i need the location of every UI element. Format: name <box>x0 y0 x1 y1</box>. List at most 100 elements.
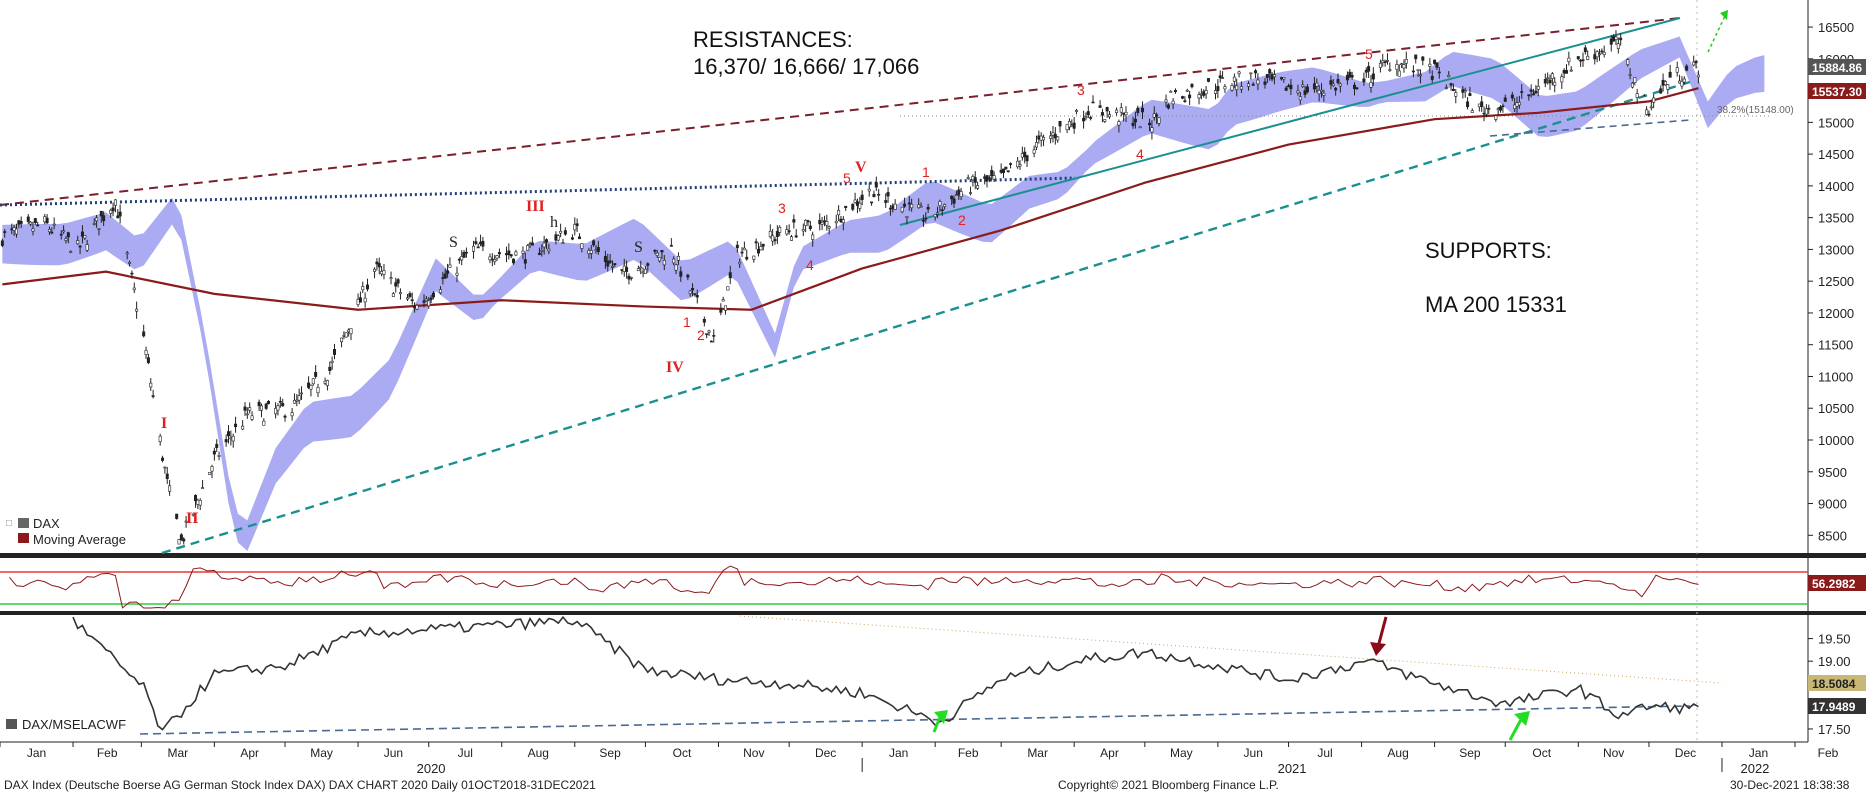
candle-body <box>1397 70 1401 77</box>
candle-body <box>867 188 871 192</box>
candle-body <box>344 332 348 338</box>
candle-body <box>1503 97 1507 102</box>
dax-candles <box>0 30 1700 545</box>
candle-body <box>1581 59 1585 62</box>
candle-body <box>806 220 810 223</box>
candle-body <box>740 251 744 254</box>
y-tick-label: 10000 <box>1818 433 1854 448</box>
shoulder-label-right: S <box>634 239 643 256</box>
candle-body <box>1364 69 1368 73</box>
candle-body <box>1199 93 1203 96</box>
candle-body <box>1124 111 1128 116</box>
panel-divider-2[interactable] <box>0 611 1866 615</box>
candle-body <box>662 260 666 266</box>
candle-body <box>1091 101 1095 104</box>
candle-body <box>1070 124 1074 127</box>
candle-body <box>976 185 980 189</box>
neckline-dashed <box>1489 119 1691 137</box>
candle-body <box>752 255 756 260</box>
candle-body <box>1463 90 1467 93</box>
candle-body <box>179 534 183 541</box>
candle-body <box>1562 70 1566 74</box>
x-month-label: Mar <box>168 746 189 760</box>
candle-body <box>695 294 699 298</box>
candle-body <box>408 293 412 297</box>
x-month-label: May <box>1170 746 1193 760</box>
candle-body <box>1454 92 1458 97</box>
horizontal-resistance-line <box>0 176 1076 207</box>
candle-body <box>1652 97 1656 103</box>
wave-label-5a: 5 <box>843 170 851 186</box>
candle-body <box>917 204 921 208</box>
cloud-area <box>2 36 1765 552</box>
candle-body <box>1056 136 1060 141</box>
candle-body <box>394 282 398 287</box>
candle-body <box>33 218 37 224</box>
candle-body <box>161 457 165 461</box>
candle-body <box>1155 114 1159 117</box>
candle-body <box>1032 149 1036 154</box>
candle-body <box>1075 110 1079 112</box>
candle-body <box>1496 108 1500 111</box>
candle-body <box>839 218 843 223</box>
candle-body <box>281 402 285 407</box>
candle-body <box>834 220 838 224</box>
candle-body <box>349 328 353 335</box>
wave-label-2b: 2 <box>958 212 966 228</box>
legend-collapse-icon[interactable]: □ <box>6 518 12 529</box>
candle-body <box>1548 79 1552 84</box>
candle-body <box>300 392 304 395</box>
candle-body <box>1663 81 1667 86</box>
candle-body <box>1004 166 1008 170</box>
candle-body <box>629 276 633 279</box>
candle-body <box>358 297 362 303</box>
candle-body <box>643 268 647 274</box>
candle-body <box>860 194 864 200</box>
candle-body <box>1661 79 1665 86</box>
candle-body <box>481 240 485 247</box>
y-tick-label: 11500 <box>1818 338 1853 353</box>
candle-body <box>1515 102 1519 107</box>
x-month-label: Nov <box>1603 746 1624 760</box>
candle-body <box>855 201 859 206</box>
candle-body <box>1421 56 1425 61</box>
candle-body <box>771 235 775 242</box>
candle-body <box>361 286 365 291</box>
candle-body <box>102 215 106 222</box>
wave-label-2a: 2 <box>697 327 705 343</box>
candle-body <box>768 230 772 238</box>
candle-body <box>1108 114 1112 118</box>
candle-body <box>620 269 624 271</box>
candle-body <box>957 189 961 195</box>
candle-body <box>257 401 261 407</box>
x-month-label: Jan <box>27 746 46 760</box>
candle-body <box>801 229 805 232</box>
candle-body <box>1579 59 1583 62</box>
candle-body <box>259 405 263 411</box>
candle-body <box>130 272 134 275</box>
candle-body <box>109 209 113 214</box>
candle-body <box>537 252 541 255</box>
candle-body <box>99 210 103 217</box>
candle-body <box>1103 119 1107 122</box>
candle-body <box>789 236 793 241</box>
panel-divider-1[interactable] <box>0 553 1866 558</box>
candle-body <box>1513 104 1517 109</box>
candle-body <box>1317 90 1321 95</box>
candle-body <box>217 455 221 457</box>
candle-body <box>1626 59 1630 65</box>
candle-body <box>754 241 758 244</box>
candle-body <box>1122 112 1126 115</box>
candle-body <box>738 261 742 265</box>
candle-body <box>83 235 87 239</box>
candle-body <box>1338 83 1342 87</box>
y-tick-label: 8500 <box>1818 528 1847 543</box>
candle-body <box>1400 63 1404 65</box>
candle-body <box>311 378 315 385</box>
candle-body <box>316 387 320 394</box>
candle-body <box>132 287 136 291</box>
candle-body <box>1553 81 1557 86</box>
candle-body <box>658 257 662 262</box>
candle-body <box>943 204 947 207</box>
